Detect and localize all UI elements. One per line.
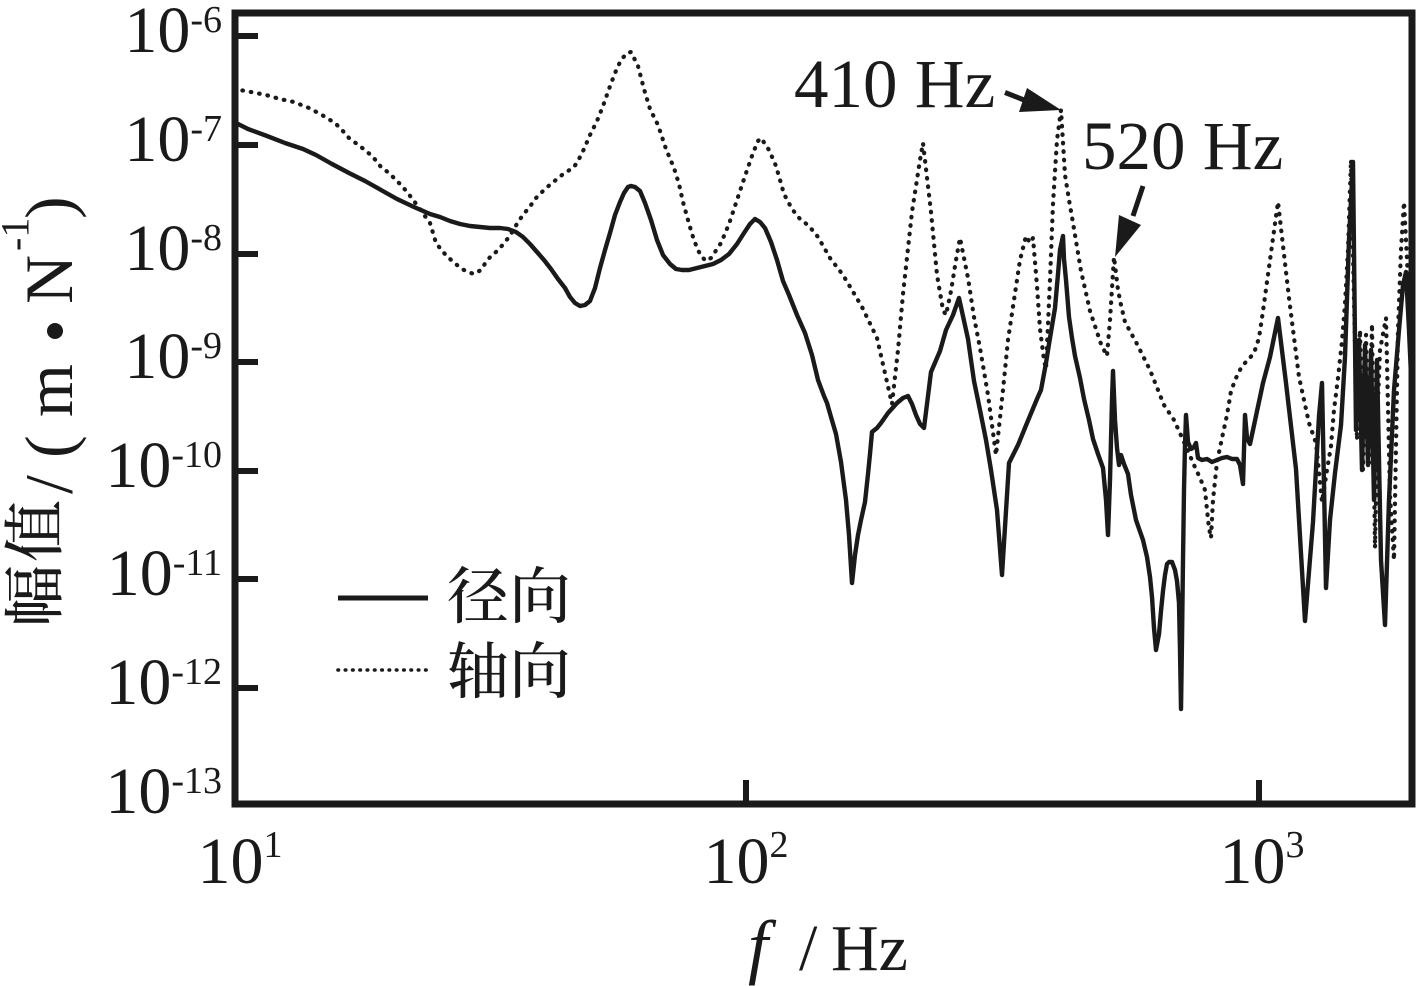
svg-text:10-9: 10-9 xyxy=(124,320,222,393)
svg-text:103: 103 xyxy=(1220,824,1305,898)
svg-text:520 Hz: 520 Hz xyxy=(1082,108,1283,184)
svg-text:f/Hz: f / Hz xyxy=(748,906,908,986)
svg-text:10-11: 10-11 xyxy=(107,537,222,610)
svg-text:10-7: 10-7 xyxy=(124,103,222,176)
svg-text:410 Hz: 410 Hz xyxy=(794,46,995,122)
svg-text:/(mN-1): /(mN-1) xyxy=(0,196,87,494)
